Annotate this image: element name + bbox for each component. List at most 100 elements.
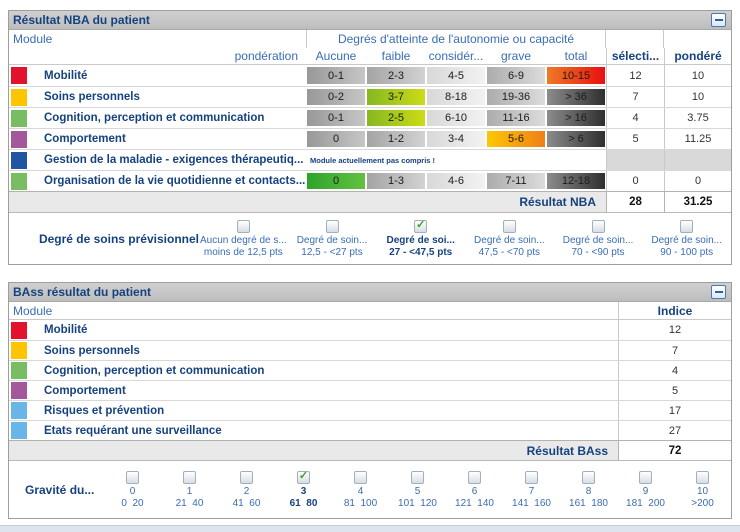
severity-cell: 1-3 [367, 173, 425, 189]
checkbox[interactable] [468, 470, 481, 484]
care-option-range: 27 - <47,5 pts [389, 246, 453, 258]
gravity-option-number: 9 [642, 485, 649, 497]
module-name: Comportement [44, 133, 126, 145]
severity-cell: 19-36 [487, 89, 545, 105]
checkbox[interactable] [240, 470, 253, 484]
checkbox[interactable] [236, 219, 250, 233]
table-row: Mobilité 0-1 2-3 4-5 6-9 10-15 12 10 [9, 65, 731, 86]
care-option-range: 90 - 100 pts [660, 246, 714, 258]
nba-result-selected: 28 [606, 192, 664, 212]
weighted-value: 10 [664, 65, 731, 86]
care-degree-option: Degré de soin... 90 - 100 pts [642, 213, 731, 264]
checkbox[interactable] [639, 470, 652, 484]
severity-cell: 0-1 [307, 67, 365, 84]
collapse-button[interactable] [711, 13, 726, 27]
module-name: Cognition, perception et communication [44, 112, 265, 124]
gravity-option-number: 8 [585, 485, 592, 497]
nba-column-header-row: pondération Aucune faible considér... gr… [9, 48, 731, 65]
gravity-option-number: 1 [186, 485, 193, 497]
module-color-swatch [11, 151, 27, 169]
selected-value: 7 [606, 87, 664, 107]
module-name: Organisation de la vie quotidienne et co… [44, 175, 306, 187]
checkbox[interactable] [354, 470, 367, 484]
checkbox-checked[interactable]: ✓ [414, 219, 428, 233]
minus-icon [714, 19, 723, 21]
module-name: Soins personnels [44, 91, 140, 103]
care-degree-option: Degré de soin... 12,5 - <27 pts [288, 213, 377, 264]
module-color-swatch [11, 130, 27, 148]
severity-cell: 0 [307, 131, 365, 147]
severity-cell-selected: 3-7 [367, 89, 425, 105]
checkbox[interactable] [591, 219, 605, 233]
severity-cell: > 16 [547, 110, 605, 126]
checkbox[interactable] [582, 470, 595, 484]
checkbox[interactable] [502, 219, 516, 233]
selected-value: 4 [606, 108, 664, 128]
table-row: Comportement 0 1-2 3-4 5-6 > 6 5 11.25 [9, 128, 731, 149]
severity-cell: 4-5 [427, 67, 485, 84]
module-color-swatch [11, 172, 27, 190]
severity-column-header: total [564, 49, 588, 63]
module-name: Risques et prévention [44, 404, 165, 417]
checkbox[interactable] [183, 470, 196, 484]
gravity-option: 10 >200 [674, 461, 731, 518]
module-name: Cognition, perception et communication [44, 364, 265, 377]
checkbox[interactable] [411, 470, 424, 484]
severity-cell-selected: 2-5 [367, 110, 425, 126]
care-degree-options: Aucun degré de s... moins de 12,5 pts De… [199, 213, 731, 264]
indice-value: 5 [618, 381, 731, 400]
collapse-button[interactable] [711, 285, 726, 299]
module-color-swatch [11, 321, 27, 339]
severity-cell: 8-18 [427, 89, 485, 105]
gravity-option-range: 81 100 [343, 497, 378, 509]
gravity-option-number: 5 [414, 485, 421, 497]
nba-result-label: Résultat NBA [9, 192, 606, 212]
gravity-option: 4 81 100 [332, 461, 389, 518]
module-name: Gestion de la maladie - exigences thérap… [44, 154, 304, 166]
care-option-label: Degré de soin... [474, 234, 545, 246]
checkbox[interactable] [325, 219, 339, 233]
care-option-range: 47,5 - <70 pts [478, 246, 541, 258]
checkbox[interactable] [680, 219, 694, 233]
care-degree-option: Degré de soin... 47,5 - <70 pts [465, 213, 554, 264]
nba-result-panel: Résultat NBA du patient Module Degrés d'… [8, 10, 732, 265]
severity-cell: 11-16 [487, 110, 545, 126]
severity-cell: > 6 [547, 131, 605, 147]
module-column-header: Module [13, 304, 53, 318]
checkbox[interactable] [126, 470, 139, 484]
care-option-range: 12,5 - <27 pts [301, 246, 363, 258]
nba-panel-title: Résultat NBA du patient [13, 13, 150, 27]
gravity-row: Gravité du... 0 0 20 1 21 40 2 41 60 ✓ 3… [9, 460, 731, 518]
gravity-option-range: >200 [691, 497, 714, 509]
table-row: Cognition, perception et communication 4 [9, 360, 731, 380]
module-color-swatch [11, 67, 27, 84]
nba-result-weighted: 31.25 [664, 192, 731, 212]
severity-column-header: faible [381, 49, 411, 63]
table-row: Risques et prévention 17 [9, 400, 731, 420]
indice-value: 27 [618, 421, 731, 440]
severity-cell: 6-9 [487, 67, 545, 84]
gravity-option-number: 2 [243, 485, 250, 497]
selected-value: 0 [606, 171, 664, 191]
indice-value: 7 [618, 341, 731, 360]
gravity-option-range: 0 20 [121, 497, 144, 509]
care-option-range: moins de 12,5 pts [203, 246, 283, 258]
severity-cell: 3-4 [427, 131, 485, 147]
checkbox-checked[interactable]: ✓ [297, 470, 310, 484]
table-row: Organisation de la vie quotidienne et co… [9, 170, 731, 191]
module-name: Comportement [44, 384, 126, 397]
care-degree-option: Aucun degré de s... moins de 12,5 pts [199, 213, 288, 264]
checkbox[interactable] [525, 470, 538, 484]
gravity-option: 1 21 40 [161, 461, 218, 518]
table-row: Cognition, perception et communication 0… [9, 107, 731, 128]
severity-cell-selected: 5-6 [487, 131, 545, 147]
bottom-strip [0, 525, 740, 532]
checkbox[interactable] [696, 470, 709, 484]
check-icon: ✓ [416, 219, 426, 231]
indice-value: 12 [618, 320, 731, 340]
gravity-option: 2 41 60 [218, 461, 275, 518]
severity-cell: 0-2 [307, 89, 365, 105]
gravity-option-number: 6 [471, 485, 478, 497]
header-spacer [664, 30, 731, 48]
indice-value: 4 [618, 361, 731, 380]
